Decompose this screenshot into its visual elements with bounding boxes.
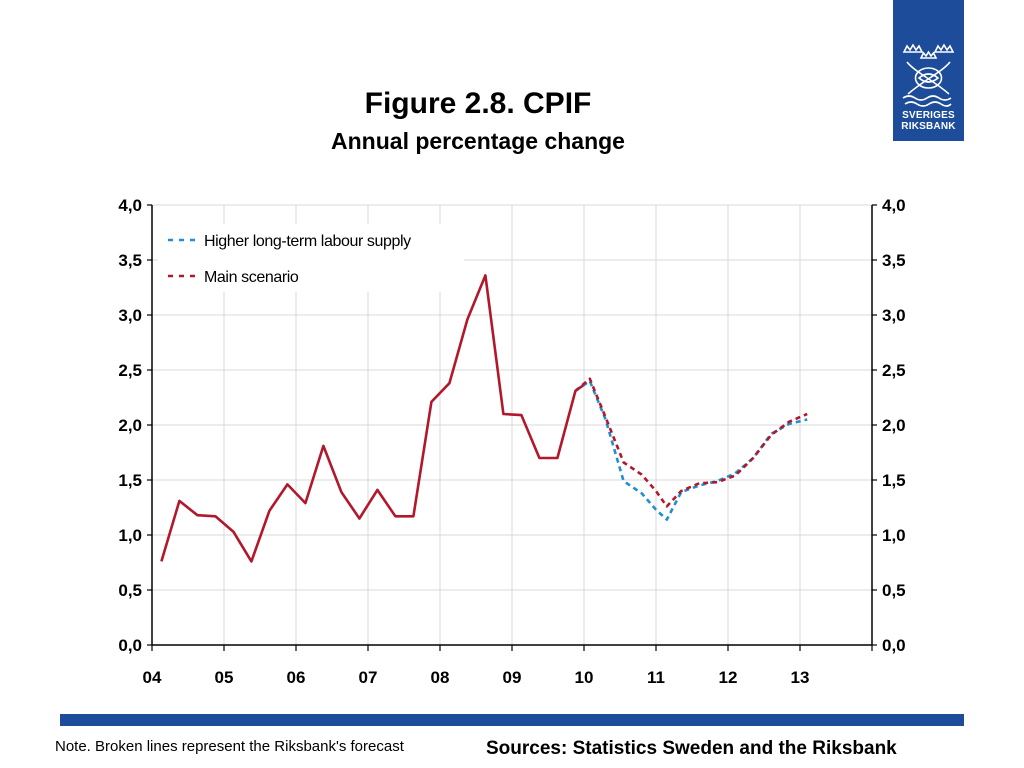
series-line-main-scenario [574,377,808,508]
y-tick-label-right: 1,0 [882,526,906,545]
x-tick-label: 09 [503,668,522,687]
chart-subtitle: Annual percentage change [331,128,625,154]
x-tick-label: 12 [719,668,738,687]
y-tick-label-right: 0,0 [882,636,906,655]
y-tick-label-left: 0,0 [118,636,142,655]
y-tick-label-left: 0,5 [118,581,142,600]
x-tick-label: 13 [791,668,810,687]
y-tick-label-right: 3,5 [882,251,906,270]
y-tick-label-right: 1,5 [882,471,906,490]
x-tick-label: 08 [431,668,450,687]
x-tick-label: 04 [143,668,162,687]
footer-bar [60,714,964,726]
y-tick-label-right: 2,0 [882,416,906,435]
forecast-note: Note. Broken lines represent the Riksban… [55,738,404,755]
legend-label: Main scenario [204,269,299,286]
logo-line-2: RIKSBANK [901,121,956,132]
sources-text: Sources: Statistics Sweden and the Riksb… [486,738,897,759]
y-tick-label-right: 0,5 [882,581,906,600]
x-tick-label: 11 [647,668,665,687]
y-tick-label-left: 1,0 [118,526,142,545]
y-tick-label-left: 3,5 [118,251,142,270]
x-tick-label: 06 [287,668,306,687]
y-tick-label-left: 3,0 [118,306,142,325]
chart-title: Figure 2.8. CPIF [364,87,592,120]
y-tick-label-left: 1,5 [118,471,142,490]
x-tick-label: 10 [575,668,594,687]
line-chart: 0,0 0,0 0,5 0,5 1,0 1,0 1,5 1,5 2,0 2,0 2,5 2,5 3,0 3… [118,196,906,687]
legend-label: Higher long-term labour supply [204,233,411,250]
y-tick-label-right: 3,0 [882,306,906,325]
y-tick-label-right: 4,0 [882,196,906,215]
y-tick-label-left: 2,0 [118,416,142,435]
x-tick-label: 07 [359,668,378,687]
series-line-higher-long-term-labour-supply [574,379,808,521]
legend-box [158,224,464,292]
y-tick-label-right: 2,5 [882,361,906,380]
x-tick-label: 05 [215,668,234,687]
y-tick-label-left: 4,0 [118,196,142,215]
riksbank-logo: SVERIGES RIKSBANK [893,0,964,141]
y-tick-label-left: 2,5 [118,361,142,380]
logo-line-1: SVERIGES [902,110,955,121]
riksbank-crest-icon [902,43,955,107]
series-line-outcome [160,274,587,563]
